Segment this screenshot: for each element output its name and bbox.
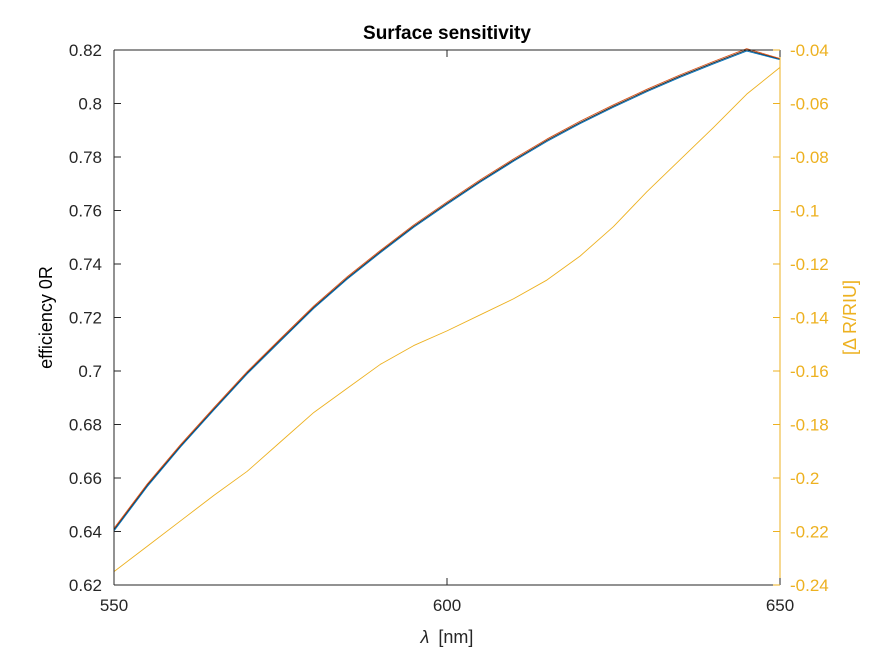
left-y-tick-label: 0.72 bbox=[69, 309, 102, 328]
left-y-tick-label: 0.74 bbox=[69, 255, 102, 274]
right-y-tick-label: -0.1 bbox=[790, 202, 819, 221]
right-y-tick-label: -0.12 bbox=[790, 255, 829, 274]
plot-background bbox=[114, 50, 780, 585]
right-y-tick-label: -0.2 bbox=[790, 469, 819, 488]
left-y-axis-label: efficiency 0R bbox=[36, 266, 56, 369]
right-y-tick-label: -0.22 bbox=[790, 523, 829, 542]
left-y-tick-label: 0.8 bbox=[78, 95, 102, 114]
series-layer bbox=[113, 48, 781, 572]
series-line-2 bbox=[113, 50, 781, 532]
right-y-axis-label: [Δ R/RIU] bbox=[840, 280, 860, 355]
x-tick-label: 600 bbox=[433, 596, 461, 615]
plot-area bbox=[114, 50, 780, 585]
axes-layer: 550 600 650 0.62 0.64 0.66 0.68 0.7 0.72 0.74 0.76… bbox=[69, 41, 829, 615]
left-y-tick-label: 0.64 bbox=[69, 523, 102, 542]
right-y-tick-label: -0.14 bbox=[790, 309, 829, 328]
right-y-tick-label: -0.06 bbox=[790, 95, 829, 114]
x-axis-symbol: λ bbox=[420, 627, 430, 647]
x-axis-label: λ [nm] bbox=[420, 627, 474, 647]
left-y-tick-label: 0.82 bbox=[69, 41, 102, 60]
left-y-tick-label: 0.7 bbox=[78, 362, 102, 381]
left-y-tick-label: 0.68 bbox=[69, 416, 102, 435]
series-line-1 bbox=[113, 49, 781, 530]
x-tick-label: 550 bbox=[100, 596, 128, 615]
series-line-3 bbox=[113, 48, 781, 529]
left-y-tick-label: 0.78 bbox=[69, 148, 102, 167]
right-y-tick-label: -0.16 bbox=[790, 362, 829, 381]
left-y-tick-label: 0.76 bbox=[69, 202, 102, 221]
chart-title: Surface sensitivity bbox=[363, 23, 531, 44]
x-axis-unit: [nm] bbox=[438, 627, 473, 647]
left-y-tick-label: 0.62 bbox=[69, 576, 102, 595]
right-y-tick-label: -0.08 bbox=[790, 148, 829, 167]
right-y-tick-label: -0.04 bbox=[790, 41, 829, 60]
left-y-tick-label: 0.66 bbox=[69, 469, 102, 488]
right-y-tick-label: -0.24 bbox=[790, 576, 829, 595]
right-y-tick-label: -0.18 bbox=[790, 416, 829, 435]
x-tick-label: 650 bbox=[766, 596, 794, 615]
series-line-4 bbox=[113, 67, 781, 572]
